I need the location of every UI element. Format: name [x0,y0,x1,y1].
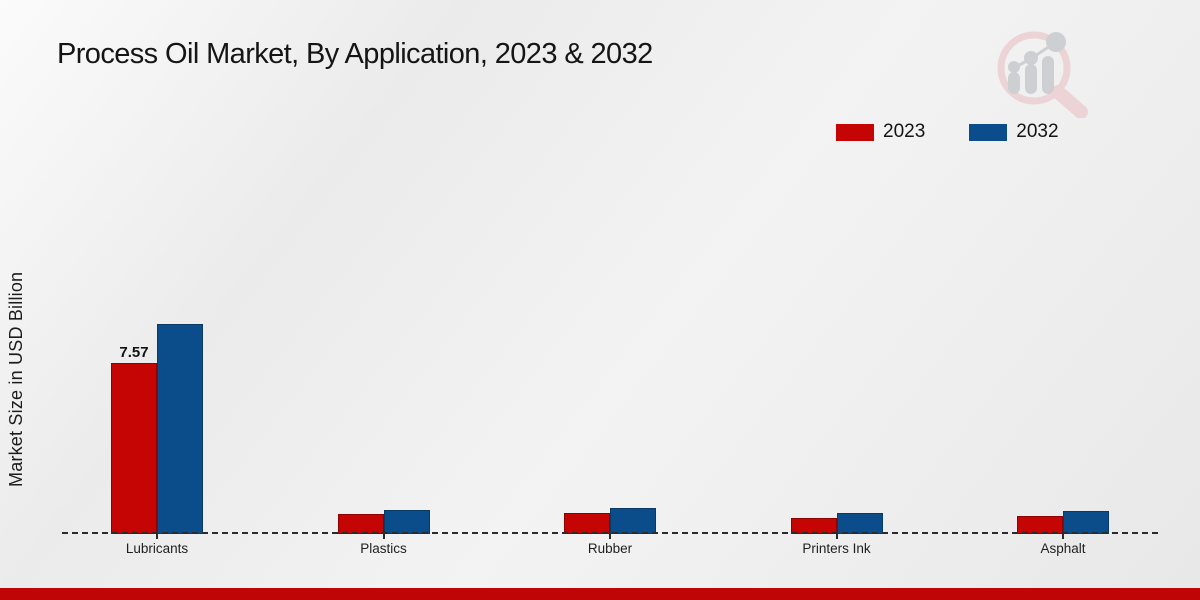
x-axis-tick [609,534,611,539]
legend-item-2032: 2032 [969,121,1059,143]
legend-label-2032: 2032 [1016,121,1059,142]
bar-2032-lubricants [157,323,203,534]
legend-label-2023: 2023 [883,121,926,142]
x-axis-tick [835,534,838,539]
x-axis-tick [382,534,385,539]
magnifier-icon [997,31,1071,105]
category-label-asphalt: Asphalt [1040,541,1086,556]
bar-chart-icon [1042,56,1054,94]
logo-watermark [997,31,1088,118]
bar-2023-rubber [564,512,610,534]
chart-title: Process Oil Market, By Application, 2023… [57,38,653,70]
legend-swatch-2032 [969,123,1008,141]
footer-accent-bar [0,588,1200,600]
bar-2032-rubber [610,508,656,534]
category-label-lubricants: Lubricants [125,541,189,556]
trend-dot-icon [1046,32,1066,52]
bar-value-label: 7.57 [119,344,149,361]
legend-item-2023: 2023 [836,121,925,143]
bar-chart-icon [1008,72,1020,94]
trend-dot-icon [1024,51,1038,65]
legend-swatch-2023 [836,123,874,141]
x-axis-tick [156,534,158,539]
bar-2032-printers-ink [836,512,883,534]
category-label-printers-ink: Printers Ink [802,541,871,556]
bar-2032-plastics [383,510,430,534]
x-axis-baseline [62,532,1158,534]
trend-dot-icon [1008,61,1020,73]
category-label-plastics: Plastics [360,541,407,556]
magnifier-handle-icon [1051,85,1088,118]
category-label-rubber: Rubber [587,541,633,556]
x-axis-tick [1062,534,1064,539]
bar-2032-asphalt [1063,510,1109,534]
bar-2023-lubricants [111,363,157,534]
legend: 2023 2032 [836,121,1059,143]
bar-chart-icon [1025,64,1037,94]
bar-2023-plastics [337,513,384,534]
